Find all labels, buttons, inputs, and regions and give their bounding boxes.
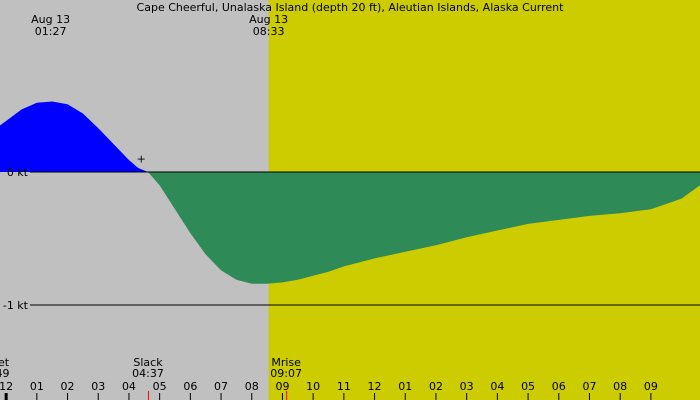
- x-tick-label: 05: [521, 380, 535, 393]
- header-time: 08:33: [253, 25, 285, 38]
- x-tick-label: 04: [490, 380, 504, 393]
- y-gridlines: 0 kt -1 kt: [3, 166, 700, 312]
- header-date: Aug 13: [31, 13, 70, 26]
- event-name: Mrise: [271, 356, 301, 369]
- event-time: :49: [0, 367, 9, 380]
- x-tick-label: 02: [61, 380, 75, 393]
- x-tick-label: 07: [214, 380, 228, 393]
- x-tick-label: 01: [30, 380, 44, 393]
- slack-marker: +: [137, 153, 146, 166]
- x-tick-label: 09: [644, 380, 658, 393]
- x-tick-label: 05: [153, 380, 167, 393]
- event-time: 09:07: [270, 367, 302, 380]
- x-tick-label: 08: [245, 380, 259, 393]
- header-date: Aug 13: [249, 13, 288, 26]
- x-tick-label: 12: [368, 380, 382, 393]
- chart-title: Cape Cheerful, Unalaska Island (depth 20…: [137, 1, 565, 14]
- event-name: Slack: [133, 356, 163, 369]
- x-axis: 1112010203040506070809101112010203040506…: [0, 380, 658, 400]
- x-tick-label: 01: [398, 380, 412, 393]
- x-tick-label: 07: [582, 380, 596, 393]
- x-tick-label: 10: [306, 380, 320, 393]
- x-tick-label: 03: [91, 380, 105, 393]
- header-time: 01:27: [35, 25, 67, 38]
- x-tick-label: 06: [183, 380, 197, 393]
- y-tick-label: 0 kt: [7, 166, 29, 179]
- x-tick-label: 11: [337, 380, 351, 393]
- event-time: 04:37: [132, 367, 164, 380]
- x-tick-label: 02: [429, 380, 443, 393]
- x-tick-label: 04: [122, 380, 136, 393]
- x-tick-label: 06: [552, 380, 566, 393]
- flood-area: [0, 101, 700, 172]
- x-tick-label: 09: [275, 380, 289, 393]
- x-tick-label: 03: [460, 380, 474, 393]
- x-tick-label: 08: [613, 380, 627, 393]
- x-tick-label: 12: [0, 380, 13, 393]
- ebb-area: [0, 172, 700, 284]
- y-tick-label: -1 kt: [3, 299, 29, 312]
- event-name: set: [0, 356, 10, 369]
